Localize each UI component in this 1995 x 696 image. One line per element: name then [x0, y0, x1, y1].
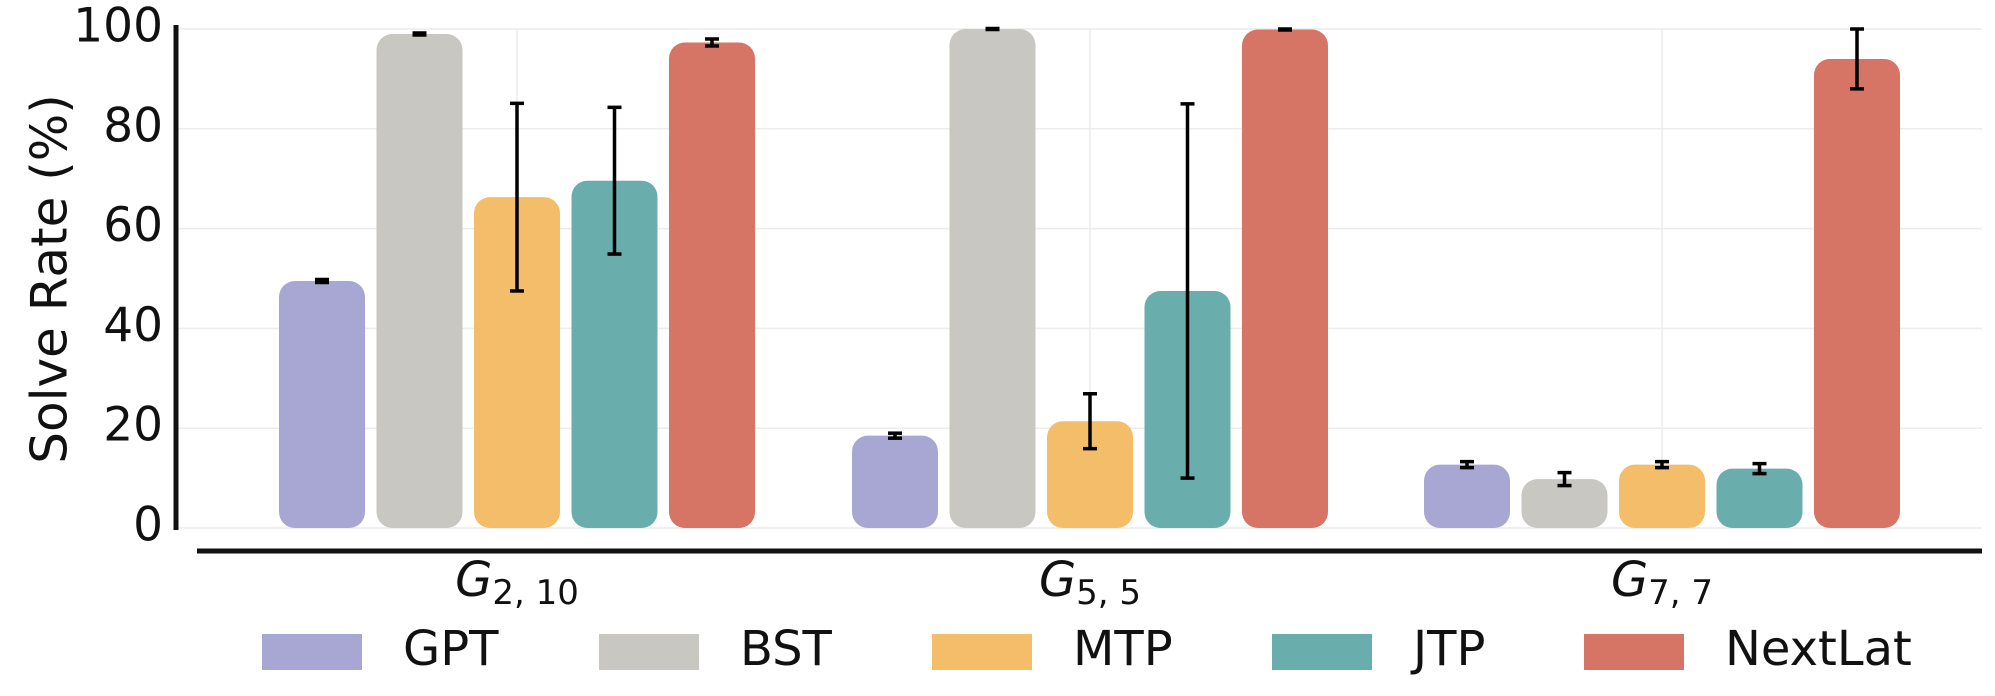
- error-bar-jtp-1: [607, 105, 622, 256]
- error-bar-nextlat-1: [705, 37, 719, 48]
- error-bar-gpt-2: [888, 431, 902, 440]
- error-bar-mtp-1: [510, 101, 524, 293]
- error-bar-bst-3: [1557, 470, 1572, 488]
- bar-bst-1: [376, 33, 463, 529]
- bar-mtp-1: [474, 197, 560, 528]
- error-bar-mtp-2: [1083, 392, 1097, 451]
- bar-jtp-1: [571, 180, 658, 529]
- bar-nextlat-1: [669, 42, 755, 529]
- legend-swatch-nextlat: [1584, 634, 1684, 670]
- x-ticks: G2, 10 G5, 5 G7, 7: [455, 552, 1713, 613]
- legend-label-gpt: GPT: [403, 621, 499, 677]
- legend: GPT BST MTP JTP NextLat: [262, 621, 1912, 677]
- legend-item-mtp: MTP: [932, 621, 1173, 677]
- legend-label-bst: BST: [740, 621, 833, 677]
- y-tick-label-5: 100: [73, 0, 163, 54]
- bar-gpt-1: [279, 280, 365, 528]
- bar-nextlat-2: [1242, 29, 1328, 529]
- error-bar-nextlat-2: [1278, 27, 1292, 32]
- bar-jtp-3: [1716, 468, 1803, 528]
- x-tick-label-3: G7, 7: [1611, 552, 1713, 613]
- bar-gpt-2: [852, 435, 938, 528]
- legend-label-jtp: JTP: [1410, 621, 1485, 677]
- x-tick-label-2: G5, 5: [1039, 552, 1141, 613]
- error-bar-jtp-2: [1180, 102, 1195, 480]
- bar-mtp-3: [1619, 464, 1705, 528]
- error-bar-mtp-3: [1655, 459, 1669, 470]
- legend-item-jtp: JTP: [1272, 621, 1485, 677]
- error-bar-bst-2: [985, 26, 1000, 32]
- x-tick-label-1: G2, 10: [455, 552, 579, 613]
- y-tick-label-0: 0: [133, 498, 163, 553]
- legend-swatch-jtp: [1272, 634, 1372, 670]
- legend-swatch-mtp: [932, 634, 1032, 670]
- legend-swatch-gpt: [262, 634, 362, 670]
- bar-bst-3: [1521, 479, 1608, 528]
- legend-item-gpt: GPT: [262, 621, 499, 677]
- bar-nextlat-3: [1814, 58, 1900, 528]
- error-bar-nextlat-3: [1850, 27, 1864, 91]
- legend-label-mtp: MTP: [1073, 621, 1173, 677]
- y-tick-label-1: 20: [103, 398, 163, 453]
- error-bar-bst-1: [412, 31, 427, 37]
- bar-mtp-2: [1047, 421, 1133, 528]
- bars-layer: [279, 29, 1900, 529]
- legend-swatch-bst: [599, 634, 699, 670]
- y-ticks: 0 20 40 60 80 100: [73, 0, 163, 553]
- legend-label-nextlat: NextLat: [1725, 621, 1912, 677]
- y-tick-label-3: 60: [103, 198, 163, 253]
- y-tick-label-4: 80: [103, 98, 163, 153]
- error-bar-jtp-3: [1752, 461, 1767, 476]
- bar-bst-2: [949, 29, 1036, 528]
- bar-gpt-3: [1424, 464, 1510, 528]
- y-axis-label: Solve Rate (%): [21, 94, 79, 464]
- y-tick-label-2: 40: [103, 298, 163, 353]
- error-bar-gpt-1: [315, 277, 329, 285]
- error-bar-gpt-3: [1460, 459, 1474, 470]
- legend-item-bst: BST: [599, 621, 833, 677]
- legend-item-nextlat: NextLat: [1584, 621, 1912, 677]
- error-bars-layer: [315, 26, 1864, 488]
